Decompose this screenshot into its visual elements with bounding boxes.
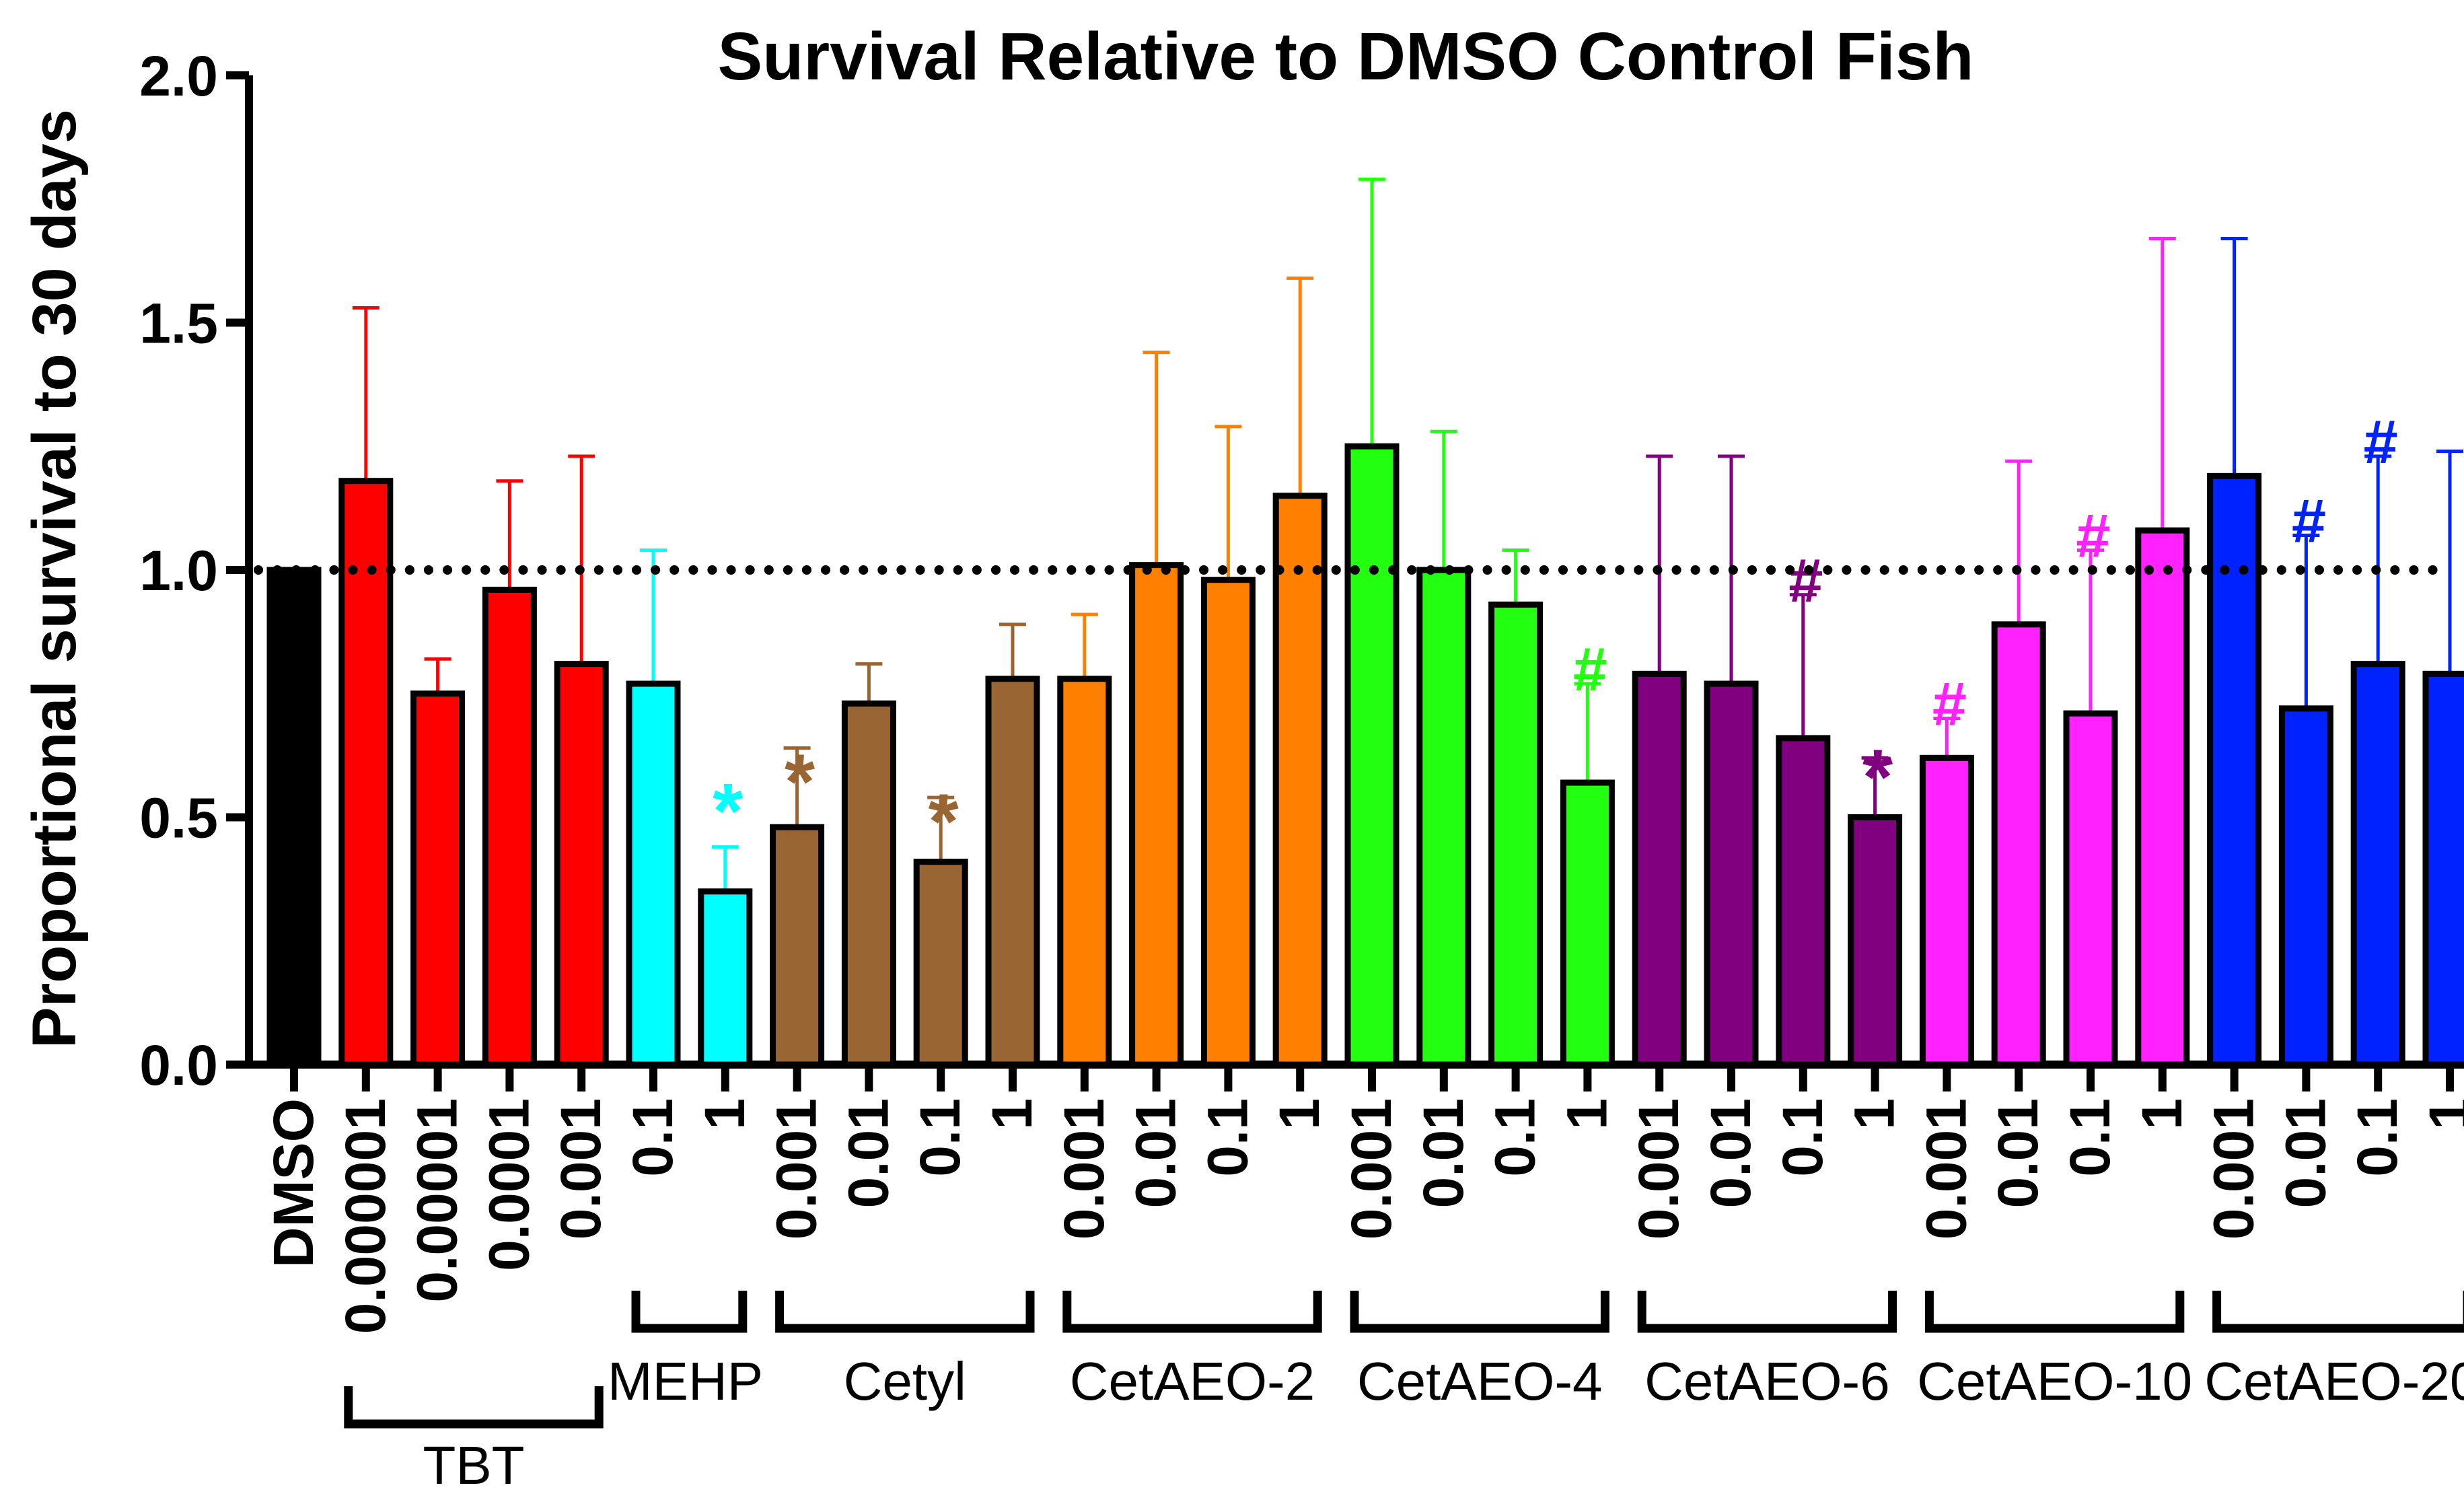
x-tick-label: 0.01 bbox=[1412, 1098, 1475, 1209]
x-tick-label: 0.001 bbox=[2202, 1098, 2266, 1240]
group-bracket bbox=[344, 1386, 604, 1429]
group-bracket bbox=[1350, 1291, 1609, 1333]
bar bbox=[1488, 601, 1544, 1068]
chart-title: Survival Relative to DMSO Control Fish bbox=[718, 19, 1974, 94]
x-tick-label: 1 bbox=[2130, 1098, 2194, 1130]
x-tick-label: 0.01 bbox=[2274, 1098, 2337, 1209]
group-bracket bbox=[631, 1291, 748, 1333]
bar bbox=[770, 824, 825, 1068]
bar bbox=[410, 690, 466, 1068]
bar bbox=[1344, 443, 1400, 1068]
y-tick-label: 2.0 bbox=[139, 44, 218, 108]
bar bbox=[1560, 779, 1615, 1068]
group-bracket bbox=[2212, 1291, 2464, 1333]
bar bbox=[1632, 670, 1687, 1068]
x-tick-label: 0.01 bbox=[1124, 1098, 1188, 1209]
x-tick-label: 0.1 bbox=[908, 1098, 972, 1177]
group-label: CetAEO-4 bbox=[1357, 1351, 1603, 1411]
significance-mark: # bbox=[1932, 670, 1967, 739]
bar bbox=[698, 888, 753, 1068]
significance-mark: # bbox=[1573, 635, 1607, 704]
significance-mark: # bbox=[2364, 408, 2398, 476]
bar bbox=[482, 586, 537, 1068]
bar bbox=[2278, 705, 2333, 1068]
bar bbox=[1200, 577, 1256, 1068]
x-tick-label: 0.01 bbox=[1699, 1098, 1762, 1209]
x-tick-label: 0.00001 bbox=[406, 1098, 469, 1303]
bar bbox=[1848, 814, 1903, 1068]
bar bbox=[2207, 472, 2262, 1068]
bar bbox=[1704, 680, 1759, 1068]
group-label: CetAEO-20 bbox=[2204, 1351, 2464, 1411]
bar bbox=[1129, 562, 1184, 1068]
x-tick-label: 0.01 bbox=[1986, 1098, 2050, 1209]
bar bbox=[554, 661, 609, 1068]
group-bracket bbox=[1062, 1291, 1322, 1333]
x-tick-label: 0.001 bbox=[765, 1098, 828, 1240]
bar bbox=[1776, 735, 1831, 1068]
x-tick-label: 0.1 bbox=[621, 1098, 684, 1177]
x-tick-label: 0.001 bbox=[1340, 1098, 1403, 1240]
bar bbox=[1272, 493, 1328, 1068]
significance-mark: * bbox=[929, 778, 959, 865]
bar bbox=[1416, 567, 1472, 1068]
bar bbox=[985, 676, 1040, 1068]
group-label: CetAEO-2 bbox=[1070, 1351, 1315, 1411]
x-tick-label: 0.1 bbox=[1771, 1098, 1834, 1177]
bar bbox=[1991, 621, 2046, 1068]
x-tick-label: 0.1 bbox=[2346, 1098, 2409, 1177]
x-tick-label: 1 bbox=[1843, 1098, 1906, 1130]
x-tick-label: 0.001 bbox=[1914, 1098, 1978, 1240]
y-tick-label: 1.0 bbox=[139, 539, 218, 602]
y-tick-label: 1.5 bbox=[139, 292, 218, 355]
group-bracket bbox=[775, 1291, 1035, 1333]
x-tick-label: DMSO bbox=[262, 1098, 325, 1268]
bar bbox=[338, 478, 394, 1068]
significance-mark: # bbox=[1788, 546, 1823, 615]
x-tick-label: 0.001 bbox=[549, 1098, 612, 1240]
group-label: CetAEO-10 bbox=[1917, 1351, 2192, 1411]
x-tick-label: 0.001 bbox=[1052, 1098, 1116, 1240]
y-tick-label: 0.0 bbox=[139, 1034, 218, 1097]
x-tick-label: 0.1 bbox=[1484, 1098, 1547, 1177]
bar bbox=[1919, 754, 1974, 1068]
bar bbox=[2063, 710, 2118, 1068]
significance-mark: # bbox=[2076, 502, 2110, 571]
x-tick-label: 0.1 bbox=[1196, 1098, 1259, 1177]
bar bbox=[913, 859, 968, 1068]
group-label: MEHP bbox=[608, 1351, 763, 1411]
significance-mark: # bbox=[2292, 487, 2326, 556]
x-tick-label: 0.000001 bbox=[334, 1098, 397, 1334]
x-tick-label: 0.01 bbox=[836, 1098, 900, 1209]
group-bracket bbox=[1924, 1291, 2185, 1333]
x-tick-label: 1 bbox=[2418, 1098, 2464, 1130]
plot-layer: 0.0 0.5 1.0 1.5 2.0 DMSO 0.000001 0.00001 0.0001… bbox=[139, 44, 2464, 1495]
group-label: CetAEO-6 bbox=[1644, 1351, 1890, 1411]
significance-mark: * bbox=[785, 738, 816, 826]
x-tick-label: 1 bbox=[1268, 1098, 1331, 1130]
x-tick-label: 0.0001 bbox=[477, 1098, 540, 1271]
bar bbox=[626, 680, 681, 1068]
x-tick-label: 1 bbox=[980, 1098, 1044, 1130]
x-tick-label: 1 bbox=[1555, 1098, 1618, 1130]
bar bbox=[1057, 676, 1112, 1068]
bar bbox=[841, 700, 896, 1068]
significance-mark: * bbox=[713, 767, 744, 855]
group-label: Cetyl bbox=[844, 1351, 966, 1411]
y-tick-label: 0.5 bbox=[139, 787, 218, 850]
x-tick-label: 0.001 bbox=[1627, 1098, 1690, 1240]
bar bbox=[2422, 670, 2464, 1068]
y-axis-label: Proportional survival to 30 days bbox=[20, 109, 89, 1048]
x-tick-label: 0.1 bbox=[2058, 1098, 2122, 1177]
bar bbox=[2350, 661, 2405, 1068]
x-tick-label: 1 bbox=[693, 1098, 756, 1130]
bar bbox=[266, 567, 322, 1068]
significance-mark: * bbox=[1862, 733, 1893, 821]
group-label: TBT bbox=[423, 1435, 524, 1495]
group-bracket bbox=[1637, 1291, 1897, 1333]
bar bbox=[2135, 527, 2190, 1068]
